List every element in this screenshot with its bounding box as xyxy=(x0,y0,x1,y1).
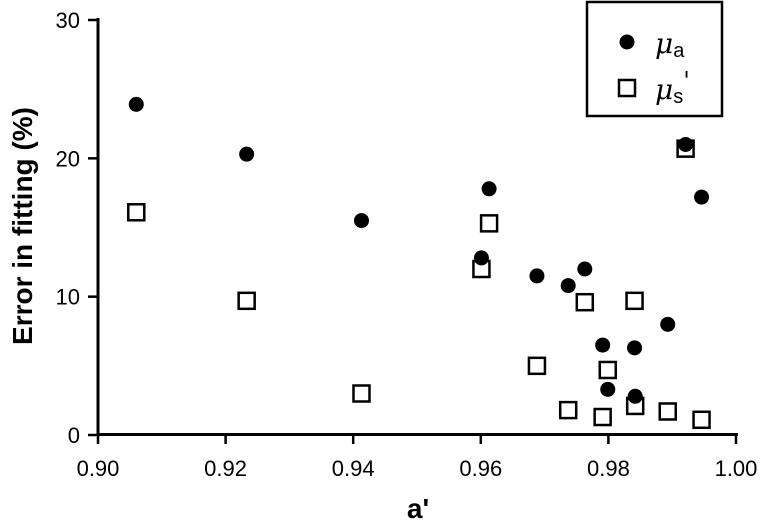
tick-labels: 0.90 0.92 0.94 0.96 0.98 1.00 0 10 20 30 xyxy=(56,8,758,481)
data-point-mu-a xyxy=(473,250,489,266)
axes xyxy=(96,18,738,436)
x-tick-label: 0.94 xyxy=(332,456,375,481)
x-axis-title: a' xyxy=(407,493,429,524)
data-point-mu-s-prime xyxy=(692,410,711,430)
data-point-mu-s-prime xyxy=(593,407,612,427)
data-point-mu-s-prime xyxy=(558,400,578,420)
data-point-mu-a xyxy=(678,137,694,152)
legend-label-mu-s-prime: μs' xyxy=(655,67,690,108)
data-point-mu-s-prime xyxy=(676,139,695,158)
x-tick-label: 0.92 xyxy=(204,456,247,481)
legend-marker-mu-a xyxy=(619,34,635,50)
legend-box xyxy=(585,0,724,118)
data-point-mu-a xyxy=(627,340,643,356)
data-point-mu-a xyxy=(694,189,710,205)
legend: μa μs' xyxy=(585,0,724,118)
legend-label-mu-a: μa xyxy=(655,27,685,62)
ticks xyxy=(88,18,738,444)
data-point-mu-s-prime xyxy=(527,356,547,376)
data-point-mu-s-prime xyxy=(127,203,146,222)
data-markers xyxy=(127,96,711,430)
data-point-mu-s-prime xyxy=(658,402,677,421)
data-point-mu-a xyxy=(529,268,545,284)
x-tick-label: 0.98 xyxy=(587,456,630,481)
y-axis-title: Error in fitting (%) xyxy=(7,107,38,345)
legend-marker-mu-s-prime xyxy=(617,78,637,98)
data-point-mu-s-prime xyxy=(598,360,618,380)
y-tick-label: 30 xyxy=(56,8,80,33)
data-point-mu-a xyxy=(600,381,616,397)
data-point-mu-a xyxy=(627,388,643,404)
data-point-mu-a xyxy=(595,337,611,353)
data-point-mu-s-prime xyxy=(625,291,644,311)
x-tick-label: 0.96 xyxy=(459,456,502,481)
data-point-mu-a xyxy=(128,96,144,112)
data-point-mu-a xyxy=(481,181,497,197)
y-tick-label: 0 xyxy=(68,423,80,448)
data-point-mu-a xyxy=(660,316,676,332)
data-point-mu-s-prime xyxy=(472,259,491,279)
data-point-mu-s-prime xyxy=(625,396,645,416)
x-tick-label: 0.90 xyxy=(77,456,120,481)
data-point-mu-s-prime xyxy=(575,292,595,312)
y-tick-label: 20 xyxy=(56,146,80,171)
y-tick-label: 10 xyxy=(56,285,80,310)
data-point-mu-a xyxy=(353,213,369,229)
data-point-mu-a xyxy=(560,278,576,294)
data-point-mu-s-prime xyxy=(479,214,499,233)
x-tick-label: 1.00 xyxy=(715,456,758,481)
data-point-mu-a xyxy=(239,146,255,162)
data-point-mu-s-prime xyxy=(352,384,371,403)
data-point-mu-s-prime xyxy=(237,291,256,311)
data-point-mu-a xyxy=(577,261,593,277)
